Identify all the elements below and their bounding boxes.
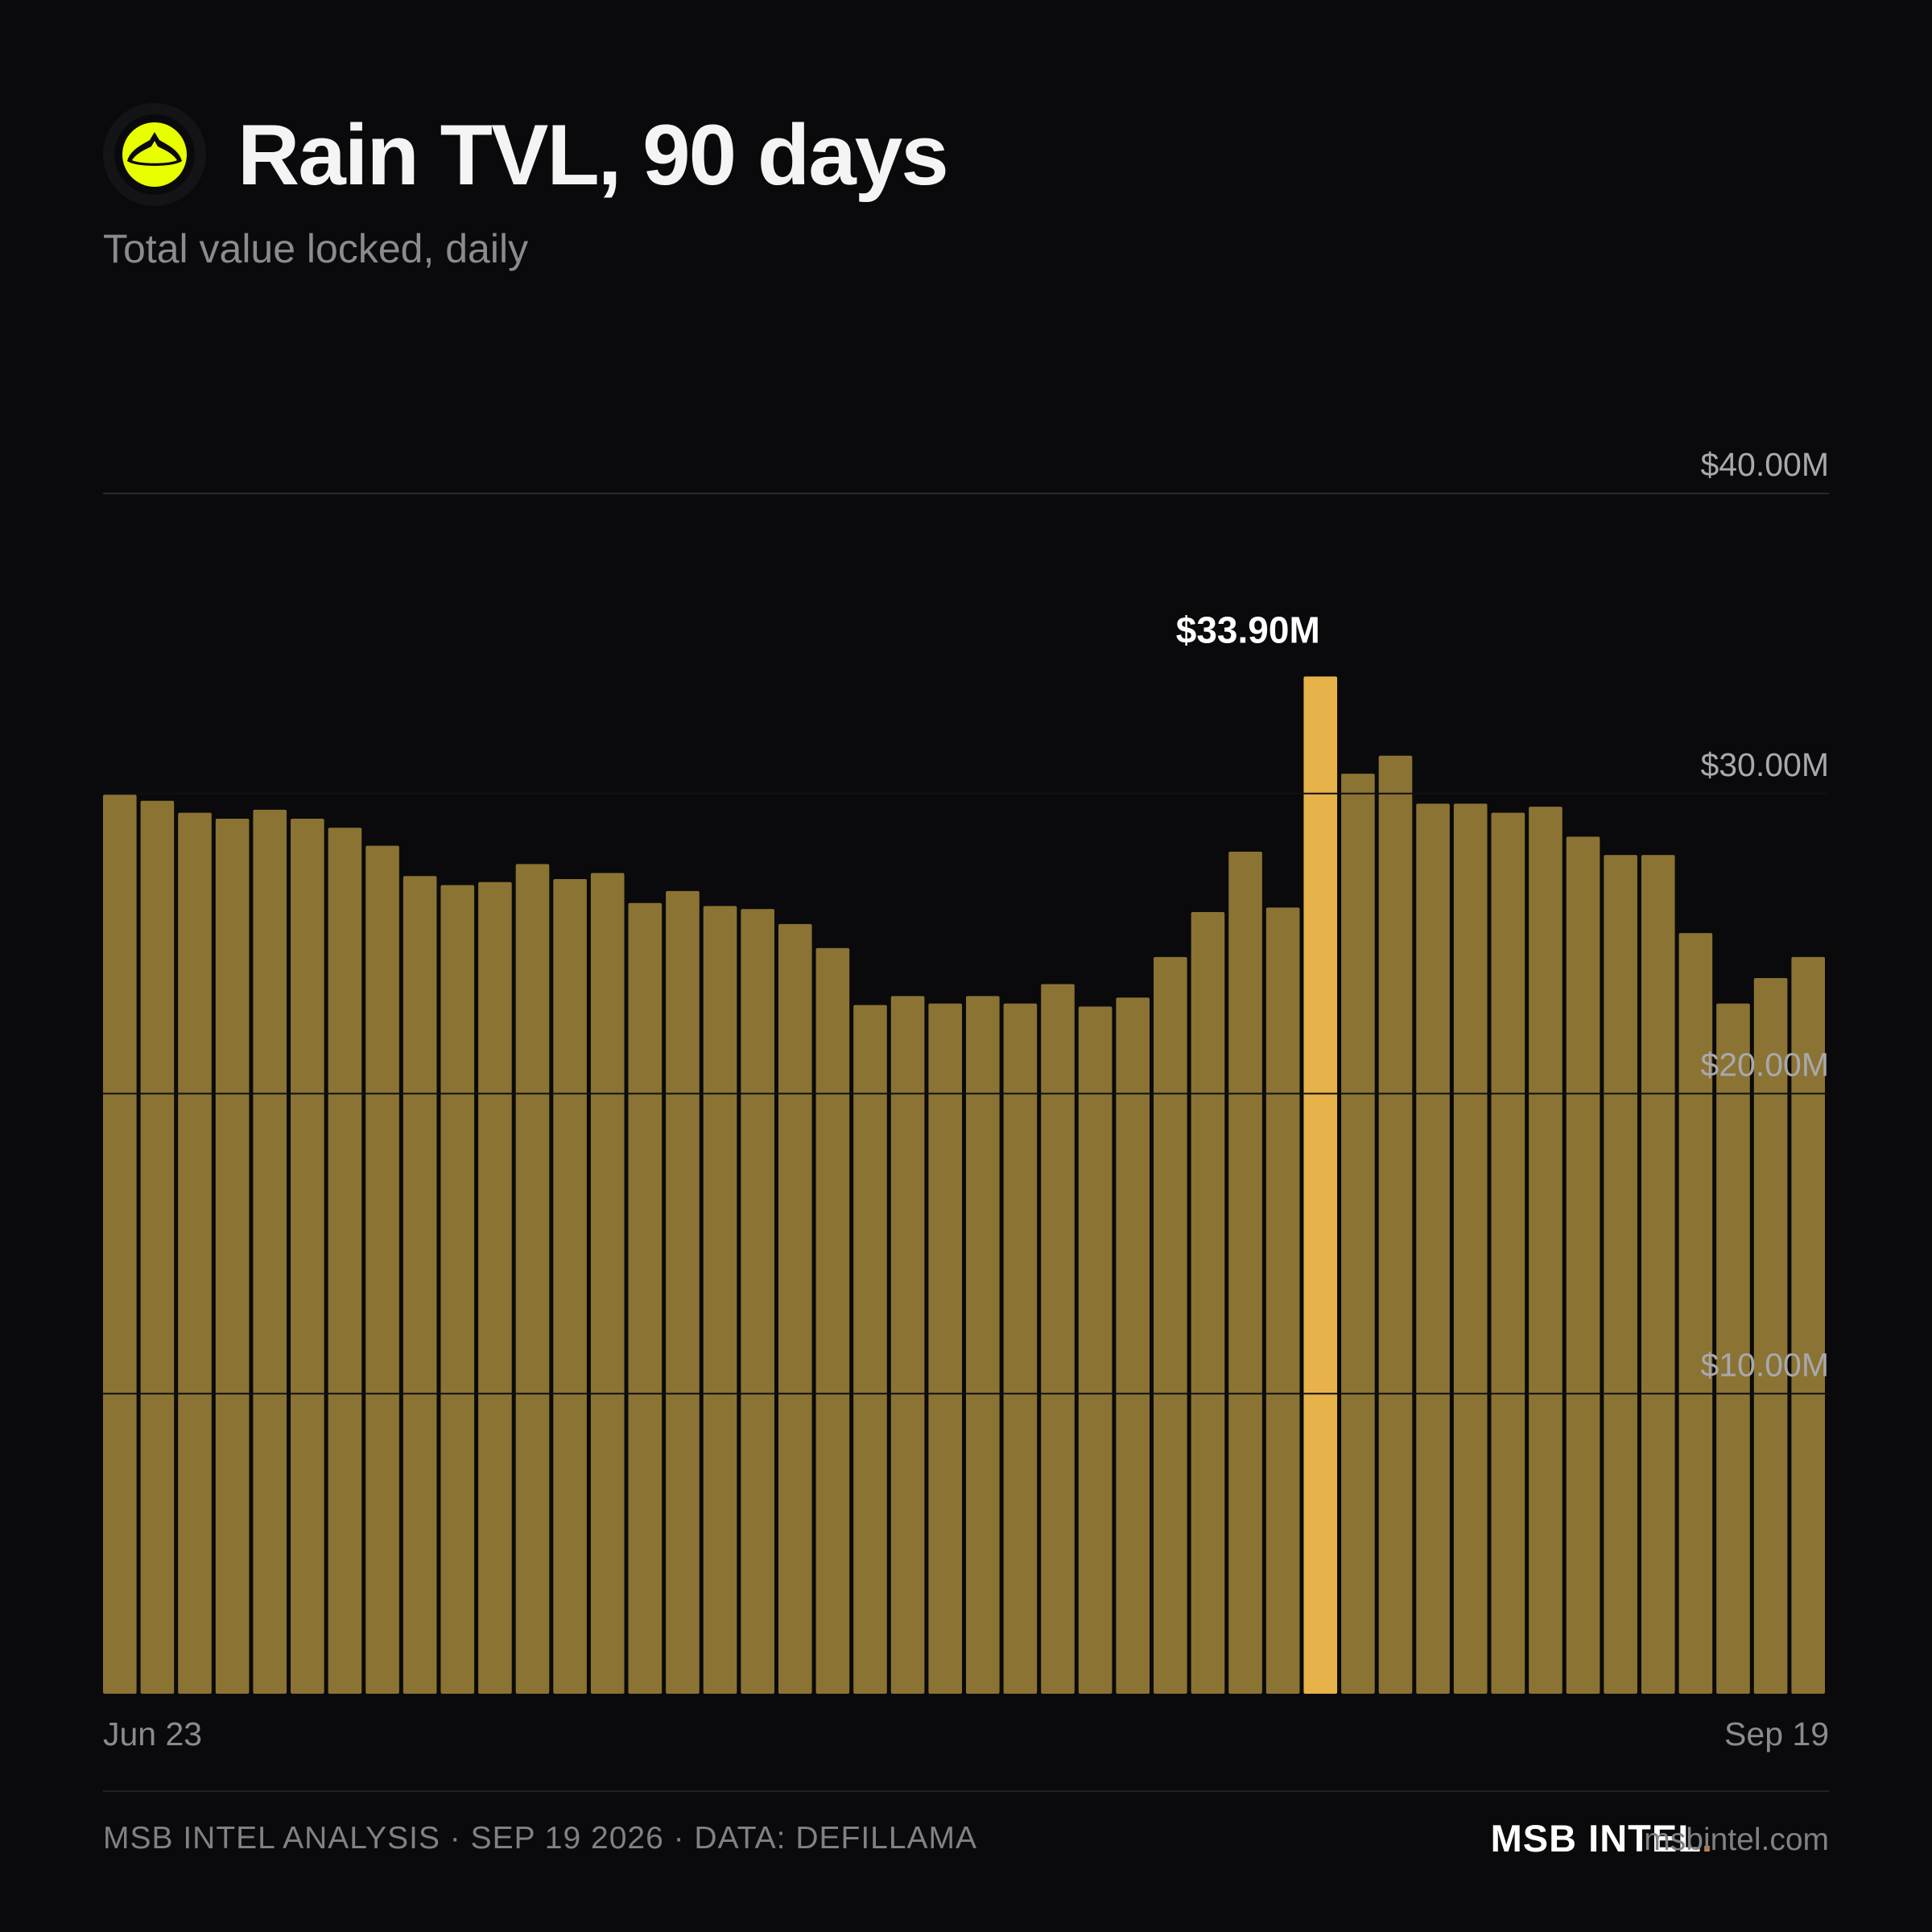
x-tick-label-end: Sep 19 xyxy=(1724,1715,1829,1752)
bar xyxy=(628,902,663,1694)
bar xyxy=(1791,956,1825,1694)
x-tick-label-start: Jun 23 xyxy=(103,1715,202,1752)
y-tick-label: $20.00M xyxy=(1700,1046,1829,1084)
bar xyxy=(966,996,1000,1694)
bar xyxy=(1678,933,1713,1694)
footer-url-link[interactable]: msbintel.com xyxy=(1644,1823,1829,1857)
bar xyxy=(890,996,925,1694)
bar xyxy=(741,909,774,1694)
bar xyxy=(590,873,625,1694)
bar xyxy=(928,1003,962,1694)
bar xyxy=(215,819,250,1694)
y-tick-label: $40.00M xyxy=(1700,446,1829,483)
bar xyxy=(1453,803,1488,1695)
highlight-value-label: $33.90M xyxy=(1176,609,1320,650)
bar xyxy=(478,881,512,1694)
bar xyxy=(1491,812,1525,1694)
bar xyxy=(328,828,362,1694)
bar xyxy=(1041,984,1075,1694)
bar xyxy=(1003,1003,1038,1694)
rain-logo-icon xyxy=(103,103,206,206)
bar xyxy=(291,819,324,1694)
page-subtitle: Total value locked, daily xyxy=(103,226,529,271)
bar xyxy=(1116,997,1150,1694)
y-tick-label: $10.00M xyxy=(1700,1346,1829,1383)
bar xyxy=(365,845,399,1694)
bar xyxy=(1416,803,1450,1695)
bar xyxy=(515,864,550,1694)
bar xyxy=(666,890,700,1694)
bar xyxy=(1078,1006,1113,1694)
bar xyxy=(853,1005,887,1694)
bar xyxy=(1529,807,1563,1694)
y-tick-label: $30.00M xyxy=(1700,746,1829,783)
bar xyxy=(178,812,212,1694)
bar xyxy=(1341,774,1375,1694)
bar xyxy=(1191,911,1225,1694)
bar xyxy=(1604,855,1637,1694)
bar xyxy=(440,885,475,1694)
bar xyxy=(1154,956,1187,1694)
bar xyxy=(1566,836,1600,1694)
bar xyxy=(815,947,850,1694)
rain-logo-graphic xyxy=(114,114,195,195)
bar xyxy=(1716,1003,1750,1694)
bar-highlight xyxy=(1303,676,1338,1694)
footer-brand-name: MSB INTEL xyxy=(1490,1817,1702,1860)
footer-brand-dot: . xyxy=(1701,1817,1713,1860)
bar xyxy=(253,809,287,1694)
footer-brand: MSB INTEL. xyxy=(1491,1816,1713,1860)
bar xyxy=(1753,977,1788,1694)
bar xyxy=(553,878,587,1694)
bar xyxy=(1265,907,1300,1694)
bar xyxy=(703,906,737,1694)
footer-credit: MSB INTEL ANALYSIS · SEP 19 2026 · DATA:… xyxy=(103,1821,978,1856)
footer-divider xyxy=(103,1790,1829,1792)
bar xyxy=(778,923,812,1694)
bar xyxy=(1641,855,1675,1694)
bar xyxy=(402,876,437,1694)
page-title: Rain TVL, 90 days xyxy=(237,106,949,203)
bar xyxy=(140,800,175,1695)
bar xyxy=(1228,852,1262,1694)
bar xyxy=(103,795,137,1694)
bar xyxy=(1378,755,1413,1694)
